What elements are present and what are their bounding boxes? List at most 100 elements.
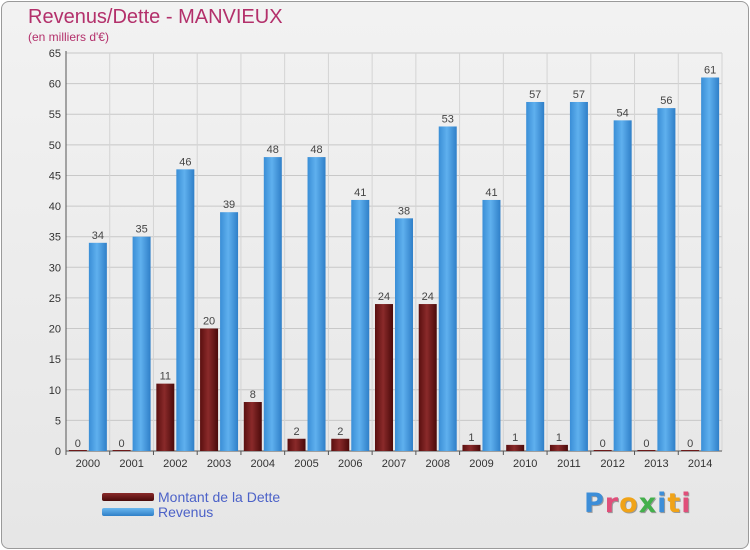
value-label-revenus: 46 (179, 156, 191, 168)
value-label-dette: 0 (600, 438, 606, 450)
bar-dette (68, 450, 87, 451)
bar-revenus (526, 101, 545, 451)
value-label-revenus: 35 (135, 224, 147, 236)
bar-revenus (176, 169, 195, 452)
bar-revenus (395, 218, 413, 451)
value-label-dette: 24 (378, 291, 390, 303)
bar-dette (200, 328, 219, 451)
chart-title: Revenus/Dette - MANVIEUX (28, 6, 283, 28)
x-tick-label: 2007 (382, 458, 406, 470)
value-label-dette: 1 (468, 432, 474, 444)
value-label-revenus: 53 (442, 113, 454, 125)
x-tick-label: 2011 (557, 458, 581, 470)
value-label-dette: 24 (422, 291, 434, 303)
bar-revenus (220, 212, 239, 451)
value-label-dette: 0 (75, 438, 81, 450)
value-labels: 0 34 0 35 11 46 20 39 8 48 2 48 2 41 24 38 24 53 1 41 1 57 1 57… (75, 64, 716, 450)
bar-revenus (351, 199, 370, 451)
bar-dette (375, 304, 393, 451)
value-label-revenus: 48 (267, 144, 279, 156)
grid-lines (65, 52, 723, 452)
bar-dette (418, 304, 437, 451)
x-tick-label: 2001 (119, 458, 143, 470)
value-label-revenus: 48 (310, 144, 322, 156)
value-label-dette: 8 (250, 389, 256, 401)
y-tick-label: 5 (55, 415, 61, 427)
x-tick-label: 2004 (251, 458, 275, 470)
value-label-revenus: 57 (529, 89, 541, 101)
value-label-dette: 11 (160, 371, 171, 383)
x-tick-label: 2005 (294, 458, 318, 470)
value-label-dette: 1 (512, 432, 518, 444)
x-tick-label: 2000 (76, 458, 100, 470)
x-tick-label: 2013 (644, 458, 668, 470)
x-tick-label: 2012 (600, 458, 624, 470)
value-label-dette: 0 (687, 438, 693, 450)
bars (68, 77, 720, 452)
y-tick-label: 20 (49, 324, 61, 336)
bar-revenus (482, 199, 501, 451)
bar-dette (243, 402, 262, 451)
bar-dette (462, 444, 481, 451)
value-label-revenus: 39 (223, 199, 235, 211)
x-tick-label: 2006 (338, 458, 362, 470)
bar-dette (637, 450, 656, 451)
y-tick-label: 50 (49, 140, 61, 152)
legend: Montant de la Dette Revenus (102, 488, 281, 520)
y-tick-label: 35 (49, 232, 61, 244)
y-tick-label: 30 (49, 262, 61, 274)
value-label-revenus: 57 (573, 89, 585, 101)
bar-dette (331, 438, 350, 451)
legend-label-dette: Montant de la Dette (158, 488, 281, 505)
x-tick-label: 2002 (163, 458, 187, 470)
bar-dette (506, 444, 525, 451)
legend-item-dette: Montant de la Dette (102, 488, 281, 505)
bar-revenus (569, 101, 588, 451)
value-label-dette: 1 (556, 432, 562, 444)
y-tick-label: 25 (49, 293, 61, 305)
x-tick-label: 2014 (688, 458, 712, 470)
value-label-revenus: 56 (660, 95, 672, 107)
bar-dette (287, 438, 306, 451)
bar-revenus (657, 108, 676, 451)
value-label-dette: 20 (203, 316, 215, 328)
bar-dette (112, 450, 131, 451)
value-label-revenus: 54 (617, 107, 629, 119)
proxiti-logo: Proxiti (584, 488, 692, 519)
y-tick-label: 45 (49, 170, 61, 182)
bar-revenus (132, 236, 151, 451)
bar-dette (549, 444, 568, 451)
y-tick-label: 65 (49, 48, 61, 60)
bar-revenus (88, 242, 107, 451)
bar-dette (156, 383, 175, 451)
value-label-revenus: 41 (485, 187, 497, 199)
y-tick-label: 10 (49, 385, 61, 397)
legend-swatch-revenus (102, 507, 154, 516)
value-label-dette: 0 (119, 438, 125, 450)
legend-label-revenus: Revenus (158, 503, 214, 520)
bar-dette (593, 450, 612, 451)
value-label-dette: 2 (293, 426, 299, 438)
value-label-revenus: 34 (92, 230, 104, 242)
value-label-dette: 2 (337, 426, 343, 438)
x-tick-label: 2010 (513, 458, 537, 470)
chart-subtitle: (en milliers d'€) (28, 30, 109, 44)
y-tick-label: 0 (55, 446, 61, 458)
y-tick-label: 40 (49, 201, 61, 213)
value-label-revenus: 38 (398, 205, 410, 217)
y-tick-label: 15 (49, 354, 61, 366)
legend-item-revenus: Revenus (102, 503, 280, 520)
x-tick-label: 2003 (207, 458, 231, 470)
y-tick-label: 60 (49, 79, 61, 91)
bar-revenus (307, 157, 326, 452)
bar-revenus (263, 157, 282, 452)
x-tick-label: 2008 (425, 458, 449, 470)
bar-revenus (438, 126, 457, 451)
value-label-dette: 0 (643, 438, 649, 450)
value-label-revenus: 61 (704, 64, 716, 76)
x-tick-label: 2009 (469, 458, 493, 470)
value-label-revenus: 41 (354, 187, 366, 199)
